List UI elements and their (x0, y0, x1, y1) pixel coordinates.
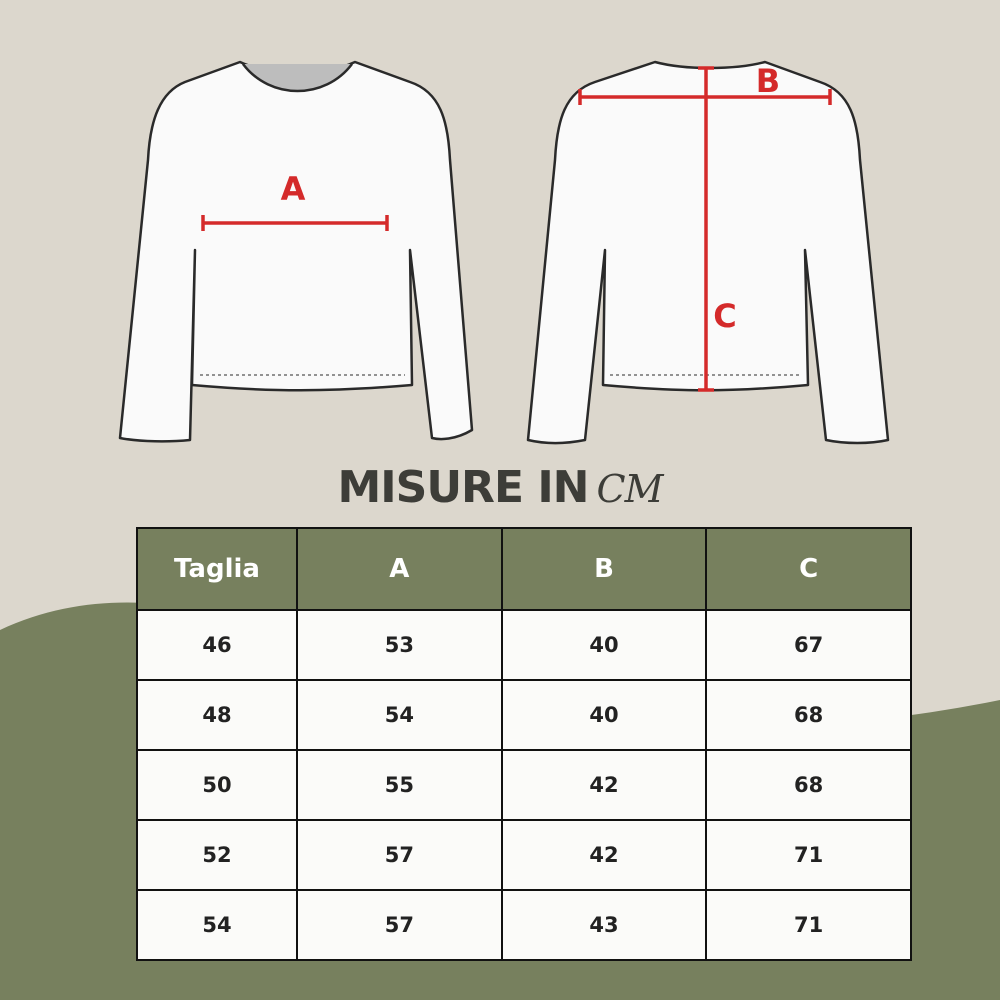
table-row: 48 54 40 68 (136, 679, 912, 751)
header-size: Taglia (136, 527, 298, 611)
table-cell: 46 (136, 609, 298, 681)
table-cell: 52 (136, 819, 298, 891)
table-cell: 57 (296, 819, 503, 891)
table-cell: 54 (136, 889, 298, 961)
table-cell: 57 (296, 889, 503, 961)
table-cell: 71 (705, 889, 912, 961)
table-cell: 42 (500, 819, 708, 891)
header-row: Taglia A B C (136, 527, 912, 611)
label-b: B (756, 62, 780, 100)
size-table: Taglia A B C 46 53 40 67 48 54 40 68 50 55 42 68 52 5… (136, 527, 912, 961)
header-c: C (705, 527, 912, 611)
table-cell: 53 (296, 609, 503, 681)
table-cell: 42 (500, 749, 708, 821)
title-main: MISURE IN (337, 462, 589, 513)
table-row: 46 53 40 67 (136, 609, 912, 681)
table-cell: 68 (705, 749, 912, 821)
table-row: 50 55 42 68 (136, 749, 912, 821)
table-cell: 68 (705, 679, 912, 751)
table-cell: 40 (500, 609, 708, 681)
table-cell: 40 (500, 679, 708, 751)
chart-title: MISURE IN CM (0, 462, 1000, 513)
measure-line-c (698, 66, 714, 392)
table-cell: 71 (705, 819, 912, 891)
measure-lines (201, 66, 832, 392)
table-row: 52 57 42 71 (136, 819, 912, 891)
table-cell: 48 (136, 679, 298, 751)
back-shirt (526, 60, 890, 445)
shirt-diagram: A B C (118, 60, 890, 445)
table-cell: 67 (705, 609, 912, 681)
front-shirt (118, 60, 474, 443)
label-c: C (713, 297, 736, 335)
table-cell: 50 (136, 749, 298, 821)
table-cell: 43 (500, 889, 708, 961)
title-unit: CM (596, 467, 664, 511)
measure-line-a (201, 215, 389, 231)
header-a: A (296, 527, 503, 611)
table-cell: 55 (296, 749, 503, 821)
header-b: B (500, 527, 708, 611)
table-cell: 54 (296, 679, 503, 751)
label-a: A (281, 170, 306, 208)
table-row: 54 57 43 71 (136, 889, 912, 961)
